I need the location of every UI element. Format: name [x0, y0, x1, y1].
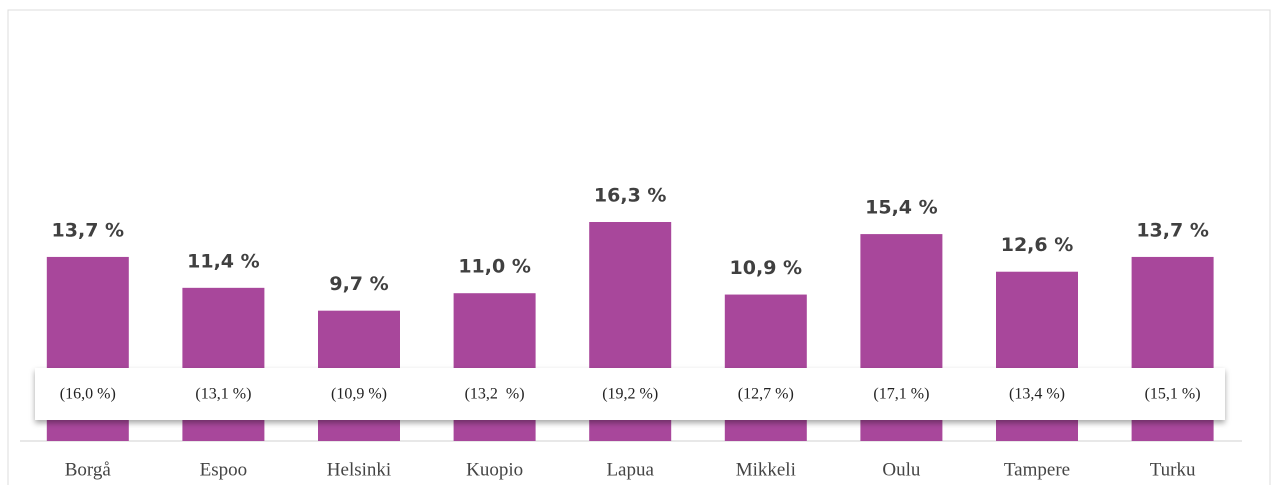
data-label: 9,7 % [329, 273, 388, 295]
comparison-label: (19,2 %) [602, 386, 658, 403]
comparison-label: (13,4 %) [1009, 386, 1065, 403]
data-label: 10,9 % [730, 257, 803, 279]
comparison-label: (17,1 %) [873, 386, 929, 403]
data-label: 16,3 % [594, 185, 667, 207]
x-tick-label: Turku [1150, 459, 1196, 480]
x-tick-label: Oulu [882, 459, 921, 480]
frame [7, 9, 1271, 485]
data-label: 13,7 % [1136, 219, 1209, 241]
comparison-label: (13,1 %) [195, 386, 251, 403]
comparison-label: (13,2 %) [465, 386, 525, 403]
comparison-box [35, 368, 1225, 420]
x-tick-label: Tampere [1004, 459, 1070, 480]
x-tick-label: Mikkeli [736, 459, 796, 480]
data-label: 11,4 % [187, 250, 260, 272]
data-label: 15,4 % [865, 197, 938, 219]
x-tick-label: Kuopio [466, 459, 523, 480]
comparison-label: (10,9 %) [331, 386, 387, 403]
x-tick-label: Borgå [65, 459, 112, 480]
labels: (16,0 %) Borgå (13,1 %) Espoo (10,9 %) Helsin… [60, 386, 1201, 481]
x-tick-label: Helsinki [327, 459, 391, 480]
x-tick-label: Lapua [606, 459, 654, 480]
data-label: 11,0 % [458, 256, 531, 278]
comparison-label: (15,1 %) [1145, 386, 1201, 403]
data-label: 12,6 % [1001, 234, 1074, 256]
x-tick-label: Espoo [200, 459, 248, 480]
comparison-label: (16,0 %) [60, 386, 116, 403]
data-label: 13,7 % [52, 219, 125, 241]
comparison-label: (12,7 %) [738, 386, 794, 403]
